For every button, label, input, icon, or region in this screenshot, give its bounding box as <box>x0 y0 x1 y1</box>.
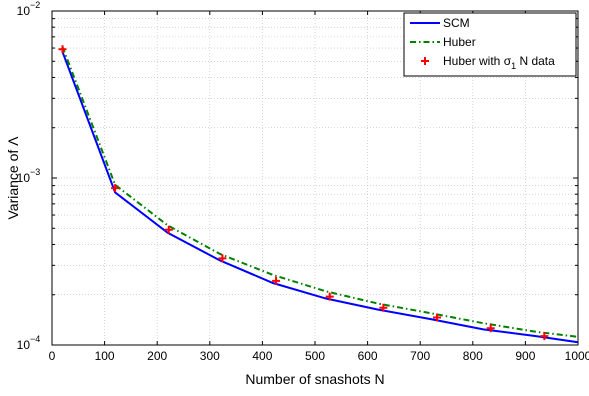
series-2-marker <box>111 184 120 193</box>
y-tick-label: 10 <box>17 4 31 18</box>
y-tick-label: 10 <box>17 338 31 352</box>
x-tick-label: 500 <box>305 349 325 363</box>
series-2-marker <box>58 45 67 54</box>
x-axis-label: Number of snashots N <box>245 371 384 387</box>
series-2-marker <box>433 313 442 322</box>
series-0-line <box>61 51 579 344</box>
legend-label-part-1: Huber with <box>443 54 504 68</box>
x-tick-label: 0 <box>49 349 56 363</box>
legend-label-scm: SCM <box>443 16 470 30</box>
series-layer <box>58 45 579 344</box>
x-tick-label: 800 <box>463 349 483 363</box>
y-tick-exponent: −3 <box>30 167 40 177</box>
series-2-marker <box>218 254 227 263</box>
y-tick-label: 10 <box>17 171 31 185</box>
series-2-marker <box>486 324 495 333</box>
legend-label-part-2: N data <box>516 54 555 68</box>
y-tick-exponent: −2 <box>30 0 40 10</box>
legend-marker-huber-sigma <box>421 57 429 65</box>
x-tick-label: 400 <box>252 349 272 363</box>
series-2-marker <box>325 292 334 301</box>
legend-label-huber-sigma: Huber with σ1 N data <box>443 54 555 71</box>
x-tick-label: 600 <box>358 349 378 363</box>
series-2-marker <box>164 225 173 234</box>
ticks-layer: 0 100 200 300 400 500 600 700 800 900 100010−410−3… <box>17 0 589 363</box>
x-tick-label: 100 <box>95 349 115 363</box>
series-2-marker <box>379 303 388 312</box>
legend-label-huber: Huber <box>443 35 476 49</box>
series-2-marker <box>540 332 549 341</box>
x-tick-label: 900 <box>515 349 535 363</box>
series-1-line <box>61 46 579 338</box>
series-2-marker <box>272 276 281 285</box>
sigma-symbol: σ <box>504 54 512 68</box>
x-tick-label: 300 <box>200 349 220 363</box>
x-tick-label: 200 <box>147 349 167 363</box>
sigma-subscript: 1 <box>511 61 516 71</box>
y-axis-label: Variance of Λ <box>5 136 21 220</box>
x-tick-label: 700 <box>410 349 430 363</box>
x-tick-label: 1000 <box>565 349 589 363</box>
legend: SCM Huber Huber with σ1 N data <box>403 12 577 77</box>
y-tick-exponent: −4 <box>30 334 40 344</box>
